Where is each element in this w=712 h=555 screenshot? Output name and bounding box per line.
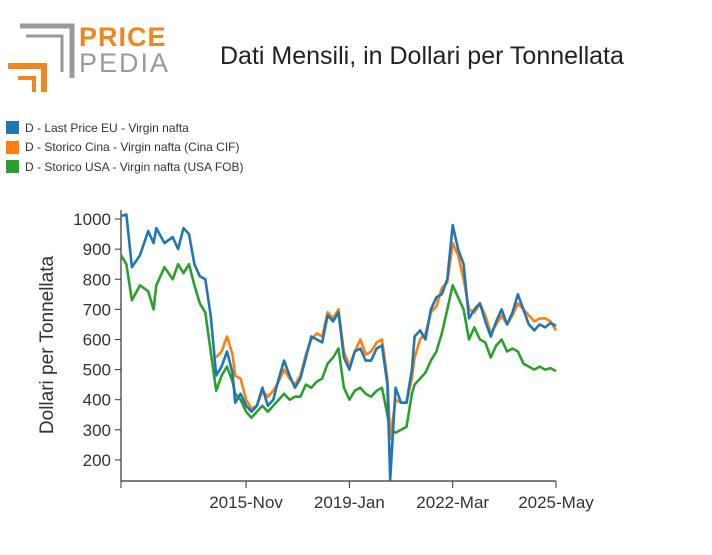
legend-label-eu: D - Last Price EU - Virgin nafta bbox=[25, 120, 189, 135]
x-tick-label: 2019-Jan bbox=[314, 493, 385, 512]
legend-item-usa[interactable]: D - Storico USA - Virgin nafta (USA FOB) bbox=[6, 157, 244, 177]
legend-swatch-eu bbox=[6, 121, 19, 135]
series-line-usa[interactable] bbox=[119, 254, 557, 435]
chart-title: Dati Mensili, in Dollari per Tonnellata bbox=[220, 42, 624, 70]
pricepedia-logo: PRICE PEDIA bbox=[6, 18, 168, 98]
logo-word-pedia: PEDIA bbox=[79, 48, 171, 78]
y-axis-label: Dollari per Tonnellata bbox=[37, 256, 58, 435]
y-tick-label: 400 bbox=[83, 391, 111, 410]
legend-swatch-cina bbox=[6, 140, 19, 154]
y-tick-label: 1000 bbox=[73, 210, 111, 229]
logo-word-price: PRICE bbox=[79, 22, 167, 52]
legend-label-usa: D - Storico USA - Virgin nafta (USA FOB) bbox=[25, 159, 244, 174]
y-tick-label: 800 bbox=[83, 270, 111, 289]
axes: 200 300 400 500 600 700 800 900 1000 2015-Nov 2019… bbox=[73, 210, 594, 512]
y-tick-label: 900 bbox=[83, 240, 111, 259]
x-tick-label: 2025-May bbox=[518, 493, 594, 512]
legend-item-cina[interactable]: D - Storico Cina - Virgin nafta (Cina CI… bbox=[6, 138, 244, 158]
x-tick-label: 2022-Mar bbox=[416, 493, 489, 512]
series-line-eu[interactable] bbox=[120, 213, 557, 481]
y-tick-label: 200 bbox=[83, 451, 111, 470]
y-tick-label: 600 bbox=[83, 330, 111, 349]
x-tick-label: 2015-Nov bbox=[209, 493, 283, 512]
y-tick-label: 300 bbox=[83, 421, 111, 440]
legend-item-eu[interactable]: D - Last Price EU - Virgin nafta bbox=[6, 118, 244, 138]
y-tick-label: 700 bbox=[83, 300, 111, 319]
logo-mark-icon bbox=[8, 23, 75, 92]
legend: D - Last Price EU - Virgin nafta D - Sto… bbox=[6, 118, 244, 177]
series-layer bbox=[119, 213, 558, 481]
y-tick-label: 500 bbox=[83, 361, 111, 380]
legend-label-cina: D - Storico Cina - Virgin nafta (Cina CI… bbox=[25, 140, 240, 155]
legend-swatch-usa bbox=[6, 160, 19, 174]
